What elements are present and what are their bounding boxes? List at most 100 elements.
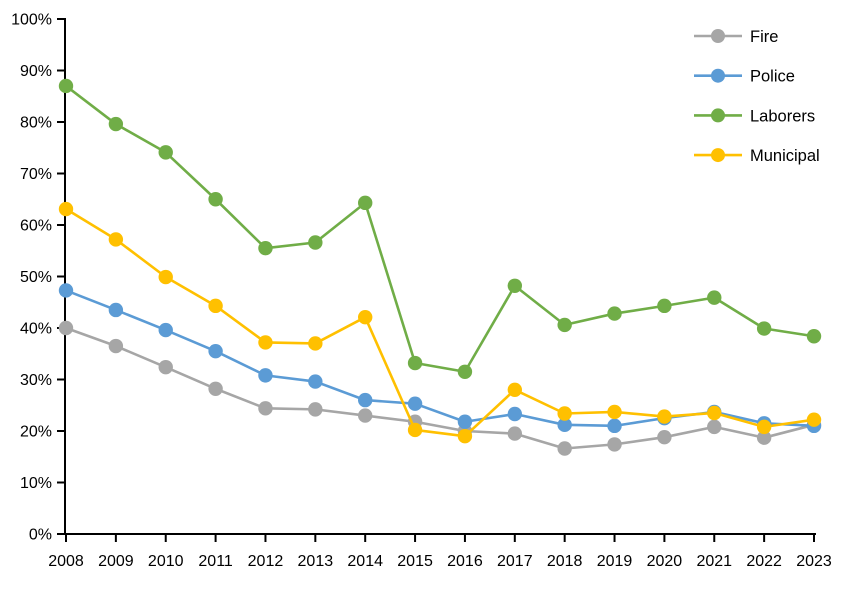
data-point-laborers-2021 (707, 290, 722, 305)
x-tick-label-2022: 2022 (746, 553, 782, 570)
data-point-laborers-2014 (358, 195, 373, 211)
y-tick-label-50: 50% (20, 269, 52, 286)
y-tick-label-70: 70% (20, 166, 52, 183)
data-point-municipal-2020 (657, 409, 672, 424)
data-point-municipal-2015 (407, 422, 423, 438)
data-point-police-2013 (308, 374, 323, 389)
data-point-police-2015 (407, 396, 423, 411)
data-point-fire-2010 (158, 359, 173, 375)
y-tick-label-20: 20% (20, 424, 52, 441)
data-point-municipal-2010 (158, 269, 173, 285)
data-point-municipal-2018 (557, 406, 572, 421)
data-point-police-2018 (557, 417, 572, 433)
legend-item-police: Police (694, 68, 795, 86)
legend-item-fire: Fire (694, 28, 778, 46)
y-tick-label-60: 60% (20, 218, 52, 235)
data-point-police-2009 (108, 302, 124, 318)
x-tick-label-2014: 2014 (347, 553, 383, 570)
data-point-municipal-2021 (707, 405, 722, 421)
legend-label-municipal: Municipal (750, 147, 820, 165)
data-point-municipal-2008 (58, 201, 74, 217)
x-tick-label-2019: 2019 (597, 553, 633, 570)
data-point-municipal-2016 (457, 428, 473, 444)
legend: Fire Police Laborers Municipal (694, 28, 820, 165)
y-tick-label-90: 90% (20, 63, 52, 80)
data-point-laborers-2008 (58, 78, 74, 94)
x-tick-label-2012: 2012 (248, 553, 284, 570)
data-point-laborers-2015 (407, 355, 423, 371)
data-point-police-2016 (457, 414, 473, 429)
series-line-municipal (64, 207, 816, 438)
data-point-fire-2022 (756, 430, 772, 445)
data-point-fire-2009 (108, 338, 124, 354)
x-tick-label-2020: 2020 (647, 553, 683, 570)
data-point-police-2012 (258, 368, 273, 383)
data-point-police-2017 (507, 406, 522, 422)
data-point-fire-2012 (258, 401, 273, 416)
data-point-fire-2011 (208, 381, 223, 396)
series-laborers (58, 78, 822, 379)
data-point-laborers-2022 (756, 321, 772, 336)
data-point-municipal-2009 (108, 232, 124, 247)
x-tick-label-2010: 2010 (148, 553, 184, 570)
data-point-fire-2020 (657, 429, 672, 445)
data-point-municipal-2023 (806, 412, 822, 427)
data-point-fire-2018 (557, 441, 572, 456)
series-line-laborers (64, 84, 816, 374)
data-point-laborers-2013 (308, 235, 323, 250)
legend-marker-fire (711, 29, 725, 43)
data-point-municipal-2014 (358, 309, 373, 325)
x-tick-label-2017: 2017 (497, 553, 533, 570)
x-tick-label-2023: 2023 (796, 553, 832, 570)
data-point-laborers-2019 (607, 306, 622, 321)
series-fire (58, 320, 822, 456)
series-line-police (64, 289, 816, 428)
legend-label-police: Police (750, 68, 795, 86)
legend-label-fire: Fire (750, 28, 778, 46)
data-point-fire-2013 (308, 402, 323, 417)
x-tick-label-2018: 2018 (547, 553, 583, 570)
x-tick-label-2016: 2016 (447, 553, 483, 570)
x-tick-label-2008: 2008 (48, 553, 84, 570)
series-line-fire (64, 326, 816, 450)
data-point-police-2008 (58, 283, 74, 298)
y-tick-label-40: 40% (20, 321, 52, 338)
data-point-municipal-2022 (756, 419, 772, 435)
data-point-fire-2008 (58, 320, 74, 336)
legend-marker-police (711, 68, 725, 83)
data-point-laborers-2016 (457, 364, 473, 379)
x-tick-label-2013: 2013 (298, 553, 334, 570)
data-point-municipal-2019 (607, 404, 622, 420)
y-tick-label-10: 10% (20, 475, 52, 492)
data-point-police-2019 (607, 418, 622, 434)
y-tick-label-30: 30% (20, 372, 52, 389)
y-tick-label-100: 100% (11, 12, 52, 29)
data-point-laborers-2011 (208, 192, 223, 207)
x-tick-label-2009: 2009 (98, 553, 134, 570)
data-point-fire-2021 (707, 419, 722, 435)
data-point-police-2010 (158, 322, 173, 338)
data-point-laborers-2018 (557, 317, 572, 333)
x-tick-label-2011: 2011 (198, 553, 233, 570)
data-point-municipal-2012 (258, 335, 273, 350)
data-point-municipal-2011 (208, 298, 223, 314)
legend-marker-municipal (711, 148, 725, 163)
data-point-laborers-2020 (657, 298, 672, 314)
series-police (58, 283, 822, 434)
series-municipal (58, 201, 822, 444)
data-point-laborers-2012 (258, 240, 273, 256)
legend-item-municipal: Municipal (694, 147, 820, 165)
x-tick-label-2021: 2021 (696, 553, 732, 570)
data-point-fire-2017 (507, 426, 522, 441)
data-point-fire-2014 (358, 408, 373, 423)
data-point-police-2011 (208, 343, 223, 359)
legend-item-laborers: Laborers (694, 107, 815, 125)
data-point-laborers-2017 (507, 278, 522, 293)
data-point-police-2014 (358, 392, 373, 408)
legend-label-laborers: Laborers (750, 107, 815, 125)
y-tick-label-80: 80% (20, 115, 52, 132)
data-point-laborers-2009 (108, 116, 124, 132)
data-point-municipal-2017 (507, 382, 522, 397)
